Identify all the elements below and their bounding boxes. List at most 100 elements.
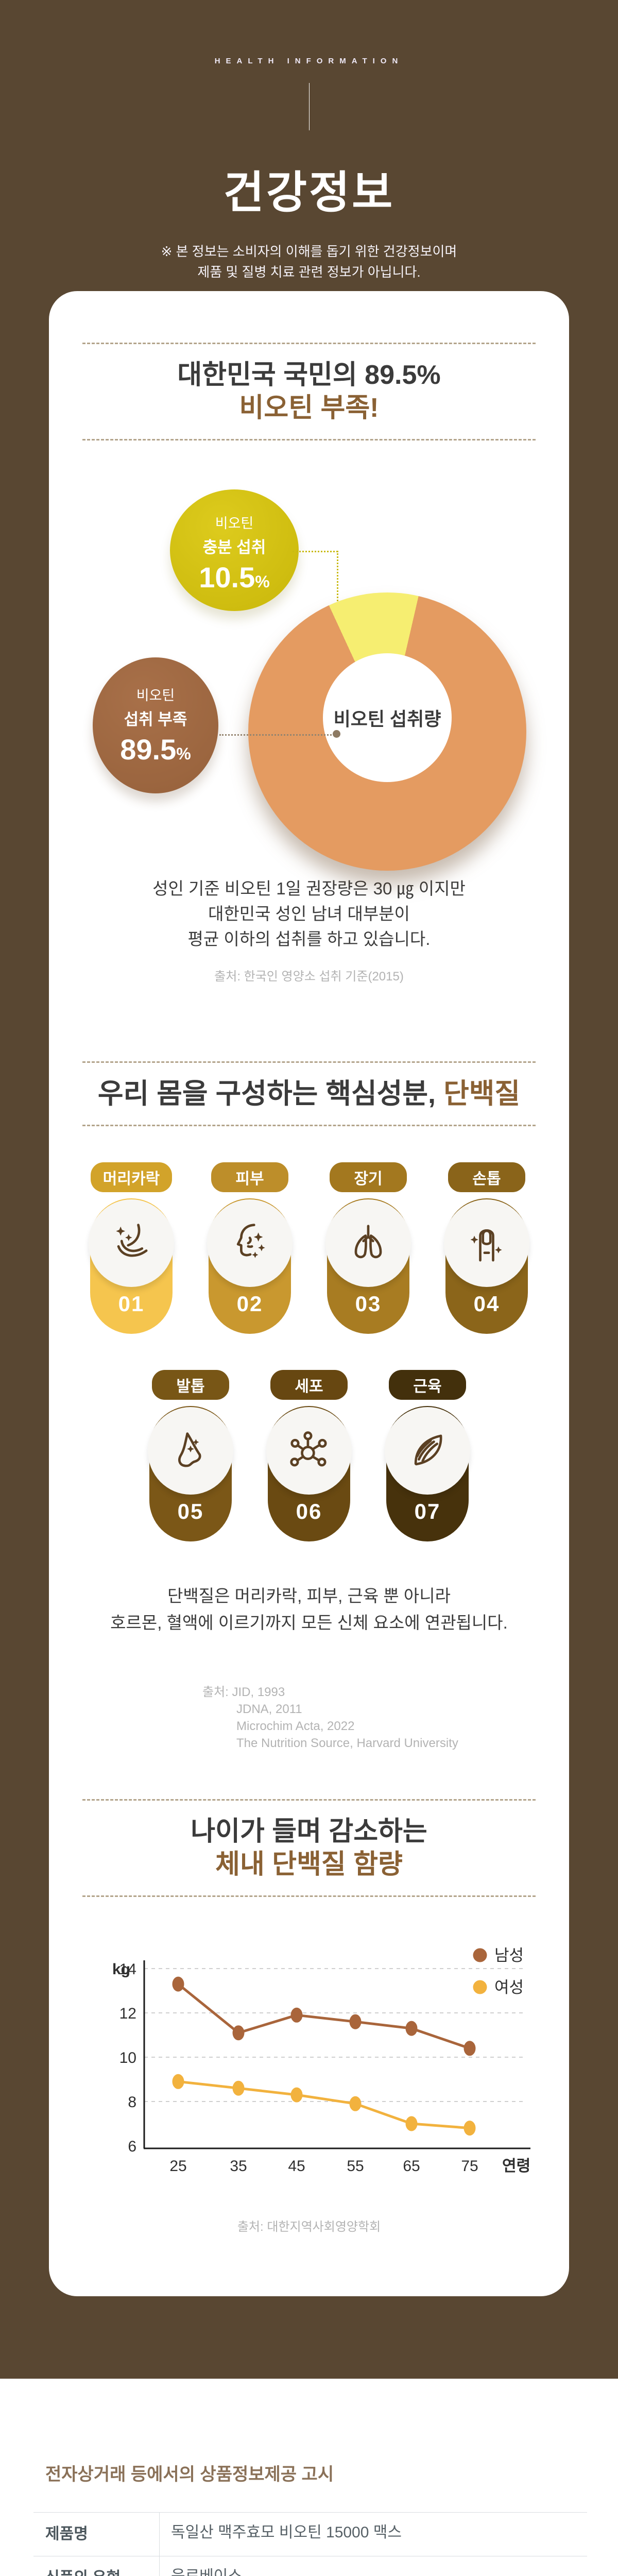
pill-skin: 피부 02 — [207, 1162, 293, 1334]
biotin-source: 출처: 한국인 영양소 섭취 기준(2015) — [214, 970, 404, 984]
svg-text:8: 8 — [128, 2094, 136, 2111]
svg-text:남성: 남성 — [494, 1946, 524, 1964]
protein-sources: 출처: JID, 1993 JDNA, 2011 Microchim Acta, 2… — [202, 1684, 536, 1752]
pill-capsule: 02 — [207, 1198, 293, 1334]
svg-text:65: 65 — [403, 2158, 420, 2175]
dotted-connector — [293, 551, 338, 552]
pill-toenail: 발톱 05 — [148, 1370, 233, 1541]
protein-title-plain: 우리 몸을 구성하는 핵심성분, — [97, 1078, 444, 1109]
hero-disclaimer-line1: ※ 본 정보는 소비자의 이해를 돕기 위한 건강정보이며 — [161, 244, 457, 259]
svg-text:연령: 연령 — [502, 2158, 530, 2175]
pill-number: 05 — [177, 1499, 204, 1523]
biotin-donut-chart: 비오틴 섭취량 — [248, 592, 526, 871]
pill-number: 04 — [473, 1292, 500, 1316]
cell-icon — [290, 1431, 327, 1467]
source-line: Microchim Acta, 2022 — [236, 1719, 355, 1733]
info-row-content: 독일산 맥주효모 비오틴 15000 맥스 — [171, 2524, 402, 2541]
biotin-section-title: 대한민국 국민의 89.5% 비오틴 부족! — [82, 359, 536, 425]
foot-icon — [178, 1432, 201, 1467]
info-row-label: 식품의 유형 — [33, 2556, 160, 2576]
pill-badge: 머리카락 — [90, 1162, 173, 1192]
svg-text:45: 45 — [288, 2158, 305, 2175]
dashed-divider — [82, 1799, 536, 1801]
chart-title-line2: 체내 단백질 함량 — [215, 1850, 403, 1879]
bubble-value: 10.5% — [199, 561, 270, 594]
pill-number: 03 — [355, 1292, 382, 1316]
svg-text:kg: kg — [112, 1961, 130, 1978]
hero-disclaimer: ※ 본 정보는 소비자의 이해를 돕기 위한 건강정보이며 제품 및 질병 치료… — [0, 241, 618, 282]
lungs-icon — [354, 1225, 382, 1259]
product-info-section: 전자상거래 등에서의 상품정보제공 고시 제품명 독일산 맥주효모 비오틴 150… — [0, 2379, 618, 2576]
dashed-divider — [82, 1895, 536, 1897]
body-line: 평균 이하의 섭취를 하고 있습니다. — [187, 929, 431, 948]
biotin-title-line1: 대한민국 국민의 89.5% — [177, 360, 441, 390]
bubble-label: 비오틴 — [215, 516, 254, 531]
pill-capsule: 07 — [385, 1406, 470, 1541]
hero-eyebrow: HEALTH INFORMATION — [214, 57, 404, 65]
pill-icon-circle — [266, 1407, 352, 1495]
pill-icon-circle — [207, 1199, 293, 1287]
source-line: The Nutrition Source, Harvard University — [236, 1736, 458, 1750]
bubble-label-bold: 섭취 부족 — [124, 710, 187, 728]
fingernail-icon — [470, 1229, 502, 1262]
pill-number: 06 — [296, 1499, 322, 1523]
protein-title-highlight: 단백질 — [443, 1078, 521, 1109]
pill-muscle: 근육 07 — [385, 1370, 470, 1541]
info-table-row: 식품의 유형음료베이스 — [33, 2556, 587, 2576]
info-table-row: 제품명 독일산 맥주효모 비오틴 15000 맥스 — [33, 2512, 587, 2556]
protein-body-text: 단백질은 머리카락, 피부, 근육 뿐 아니라 호르몬, 혈액에 이르기까지 모… — [82, 1583, 536, 1636]
hero-disclaimer-line2: 제품 및 질병 치료 관련 정보가 아닙니다. — [197, 264, 421, 280]
face-icon — [236, 1224, 265, 1258]
dashed-divider — [82, 343, 536, 344]
svg-text:25: 25 — [169, 2158, 186, 2175]
chart-title-line1: 나이가 들며 감소하는 — [191, 1817, 427, 1846]
donut-hole: 비오틴 섭취량 — [323, 653, 452, 782]
pill-number: 07 — [414, 1499, 441, 1523]
muscle-icon — [414, 1434, 442, 1466]
hair-icon — [116, 1224, 148, 1257]
body-line: 단백질은 머리카락, 피부, 근육 뿐 아니라 — [167, 1586, 451, 1605]
svg-text:10: 10 — [119, 2049, 136, 2066]
pill-icon-circle — [444, 1199, 529, 1287]
page-title: 건강정보 — [223, 168, 395, 217]
pill-badge: 근육 — [389, 1370, 466, 1400]
svg-text:여성: 여성 — [494, 1978, 524, 1996]
bubble-value: 89.5% — [120, 733, 191, 766]
pill-icon-circle — [89, 1199, 174, 1287]
pill-number: 01 — [118, 1292, 145, 1316]
bubble-label-bold: 충분 섭취 — [202, 538, 266, 556]
pill-badge: 손톱 — [448, 1162, 525, 1192]
pill-icon-circle — [385, 1407, 470, 1495]
pill-organs: 장기 03 — [325, 1162, 411, 1334]
pill-capsule: 05 — [148, 1406, 233, 1541]
pill-number: 02 — [236, 1292, 263, 1316]
pill-badge: 장기 — [330, 1162, 407, 1192]
svg-text:14: 14 — [119, 1961, 136, 1978]
pill-capsule: 03 — [325, 1198, 411, 1334]
bubble-deficient-intake: 비오틴 섭취 부족 89.5% — [93, 657, 218, 793]
biotin-infographic: 비오틴 충분 섭취 10.5% 비오틴 섭취량 비오틴 섭취 부족 89.5% — [82, 440, 536, 871]
dotted-connector — [219, 734, 335, 736]
dashed-divider — [82, 1125, 536, 1126]
protein-section-title: 우리 몸을 구성하는 핵심성분, 단백질 — [82, 1077, 536, 1110]
info-row-content: 음료베이스 — [160, 2556, 587, 2576]
dashed-divider — [82, 1061, 536, 1063]
protein-pills-row1: 머리카락 01 피부 — [82, 1162, 536, 1334]
pill-badge: 세포 — [270, 1370, 348, 1400]
pill-fingernail: 손톱 04 — [444, 1162, 529, 1334]
biotin-body-text: 성인 기준 비오틴 1일 권장량은 30 ㎍ 이지만 대한민국 성인 남녀 대부… — [82, 876, 536, 952]
pill-icon-circle — [148, 1407, 233, 1495]
donut-center-label: 비오틴 섭취량 — [333, 708, 441, 730]
svg-text:55: 55 — [347, 2158, 364, 2175]
svg-text:75: 75 — [461, 2158, 478, 2175]
chart-source: 출처: 대한지역사회영양학회 — [237, 2220, 381, 2234]
pill-capsule: 06 — [266, 1406, 352, 1541]
bubble-label: 비오틴 — [136, 688, 175, 703]
pill-badge: 피부 — [211, 1162, 288, 1192]
pill-capsule: 04 — [444, 1198, 529, 1334]
body-line: 호르몬, 혈액에 이르기까지 모든 신체 요소에 연관됩니다. — [110, 1613, 508, 1632]
pill-hair: 머리카락 01 — [89, 1162, 174, 1334]
bubble-sufficient-intake: 비오틴 충분 섭취 10.5% — [170, 489, 299, 611]
